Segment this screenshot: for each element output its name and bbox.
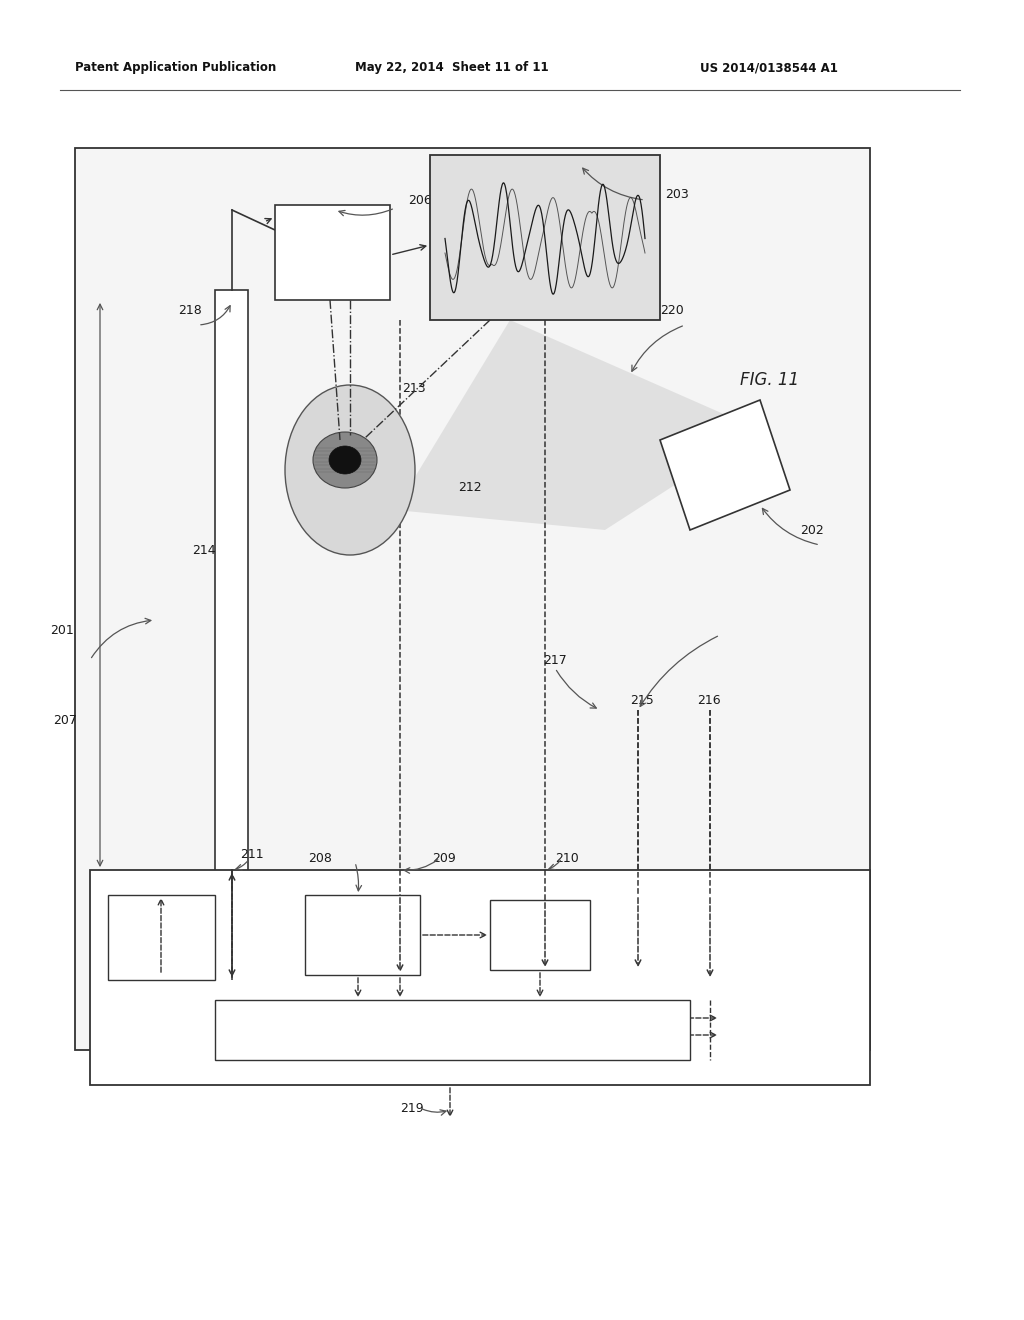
Text: 213: 213 bbox=[402, 381, 426, 395]
Text: 218: 218 bbox=[178, 304, 202, 317]
Text: 207: 207 bbox=[53, 714, 77, 726]
Text: 209: 209 bbox=[432, 851, 456, 865]
Text: 208: 208 bbox=[308, 851, 332, 865]
Text: 215: 215 bbox=[630, 693, 653, 706]
Bar bbox=[430, 154, 660, 319]
Text: 212: 212 bbox=[458, 482, 481, 495]
Text: 220: 220 bbox=[660, 304, 684, 317]
Bar bbox=[90, 870, 870, 1085]
Bar bbox=[75, 148, 870, 1049]
Text: Patent Application Publication: Patent Application Publication bbox=[75, 62, 276, 74]
Text: 204: 204 bbox=[298, 432, 322, 445]
Text: 201: 201 bbox=[50, 623, 74, 636]
Text: 216: 216 bbox=[697, 693, 721, 706]
Bar bbox=[275, 205, 390, 300]
Text: 219: 219 bbox=[400, 1101, 424, 1114]
Text: 210: 210 bbox=[555, 851, 579, 865]
Ellipse shape bbox=[329, 446, 361, 474]
Text: 211: 211 bbox=[240, 849, 263, 862]
Text: 203: 203 bbox=[665, 189, 689, 202]
Bar bbox=[490, 900, 590, 970]
Text: US 2014/0138544 A1: US 2014/0138544 A1 bbox=[700, 62, 838, 74]
Text: May 22, 2014  Sheet 11 of 11: May 22, 2014 Sheet 11 of 11 bbox=[355, 62, 549, 74]
Text: 205: 205 bbox=[316, 449, 340, 462]
Text: 206: 206 bbox=[408, 194, 432, 206]
Bar bbox=[108, 895, 215, 979]
Ellipse shape bbox=[313, 432, 377, 488]
Bar bbox=[215, 1001, 690, 1060]
Ellipse shape bbox=[285, 385, 415, 554]
Text: 214: 214 bbox=[193, 544, 216, 557]
Text: 217: 217 bbox=[543, 653, 566, 667]
Bar bbox=[305, 895, 420, 975]
Polygon shape bbox=[660, 400, 790, 531]
Text: FIG. 11: FIG. 11 bbox=[740, 371, 799, 389]
Text: 202: 202 bbox=[800, 524, 823, 536]
Bar bbox=[215, 290, 248, 890]
Polygon shape bbox=[395, 319, 760, 531]
